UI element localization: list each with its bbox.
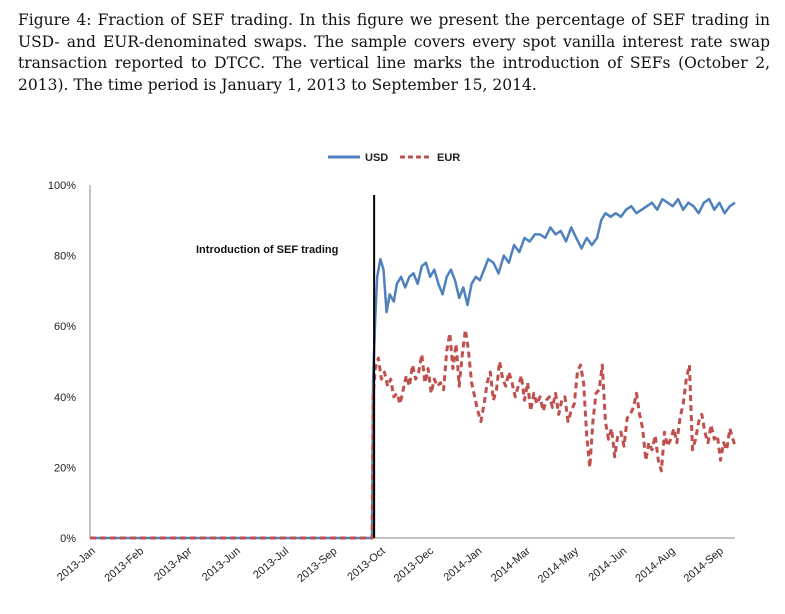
y-tick-label: 80% [54,251,76,263]
x-tick-label: 2014-Jun [586,545,629,584]
legend-eur-label: EUR [437,152,460,164]
x-tick-label: 2014-Jan [442,545,485,584]
chart-series [90,197,737,540]
figure-label: Figure 4: [18,11,92,29]
x-tick-label: 2013-Jun [200,545,243,584]
x-tick-label: 2014-Mar [489,545,533,585]
x-tick-label: 2013-Sep [295,545,339,585]
y-tick-label: 100% [48,180,76,192]
x-tick-label: 2013-Feb [102,545,146,584]
x-tick-label: 2013-Dec [392,545,437,585]
legend-usd-label: USD [365,152,388,164]
sef-introduction-label: Introduction of SEF trading [196,244,338,256]
x-tick-label: 2014-Sep [682,545,726,585]
x-tick-label: 2013-Jan [55,545,98,584]
x-tick-label: 2013-Oct [345,545,387,583]
figure-caption-text: Fraction of SEF trading. In this figure … [18,11,770,94]
x-tick-label: 2013-Apr [152,545,195,583]
figure-caption: Figure 4: Fraction of SEF trading. In th… [18,10,770,96]
series-line-eur [90,328,737,540]
y-tick-label: 40% [54,392,76,404]
y-tick-label: 60% [54,321,76,333]
x-tick-label: 2014-Aug [633,545,677,585]
y-tick-labels: 0% 20% 40% 60% 80% 100% [48,180,76,545]
x-tick-label: 2014-May [536,545,582,586]
y-tick-label: 0% [60,533,76,545]
chart-legend: USD EUR [328,152,460,164]
x-tick-label: 2013-Jul [251,545,291,581]
x-tick-labels: 2013-Jan 2013-Feb 2013-Apr 2013-Jun 2013-Jul… [55,545,726,586]
series-line-usd [90,197,736,540]
y-tick-label: 20% [54,462,76,474]
